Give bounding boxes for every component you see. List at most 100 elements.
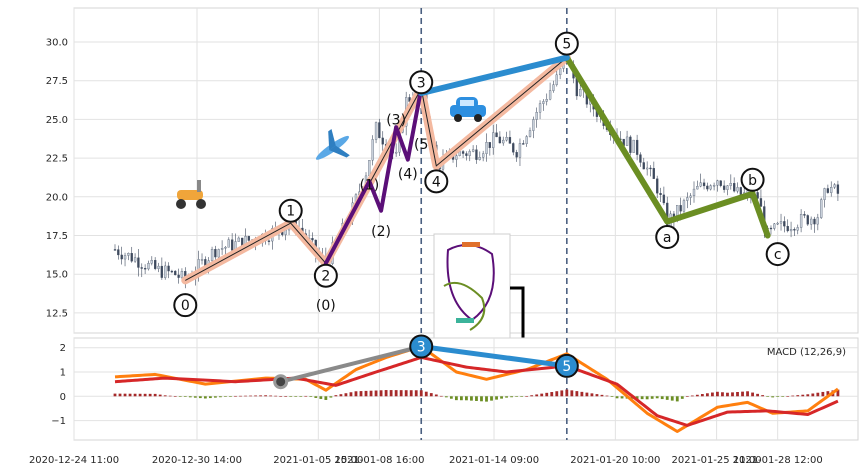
histogram-bar (771, 396, 775, 398)
histogram-bar (801, 394, 805, 397)
candle-body (468, 151, 471, 156)
histogram-bar (721, 392, 724, 397)
candle-body (793, 229, 796, 231)
histogram-bar (545, 392, 549, 397)
candle-body (625, 136, 629, 146)
scooter-handle (197, 180, 201, 192)
candle-body (120, 254, 123, 260)
candle-body (485, 142, 488, 154)
histogram-bar (123, 393, 127, 397)
histogram-bar (495, 396, 498, 400)
candle-body (659, 193, 662, 196)
candle-body (686, 197, 689, 201)
histogram-bar (249, 395, 252, 397)
y-tick-label: 12.5 (46, 308, 68, 319)
histogram-bar (620, 396, 624, 399)
histogram-bar (515, 396, 519, 397)
histogram-bar (153, 393, 157, 397)
histogram-bar (560, 390, 564, 397)
candle-body (220, 248, 224, 250)
candle-body (515, 152, 518, 158)
candle-body (495, 132, 498, 138)
candle-body (488, 142, 491, 148)
candle-body (575, 78, 579, 97)
candle-body (726, 185, 729, 190)
candle-body (371, 139, 374, 161)
candle-body (217, 249, 220, 258)
histogram-bar (791, 395, 795, 397)
candle-body (649, 167, 652, 170)
candle-body (143, 268, 147, 270)
car-wheel (454, 114, 462, 122)
y-tick-label: 20.0 (46, 192, 68, 203)
x-tick-label: 2021-01-28 12:00 (733, 455, 823, 466)
candle-body (712, 185, 716, 187)
macd-histogram (113, 389, 840, 402)
histogram-bar (650, 396, 654, 399)
histogram-bar (645, 396, 649, 400)
candle-body (776, 222, 779, 225)
histogram-bar (314, 396, 318, 398)
candle-body (482, 153, 485, 158)
wave-label-circle (740, 167, 765, 192)
histogram-bar (128, 393, 132, 397)
histogram-bar (731, 392, 734, 397)
histogram-bar (279, 396, 283, 397)
candle-body (532, 119, 535, 131)
airplane-icon (315, 129, 350, 160)
candle-body (170, 270, 174, 273)
candle-body (836, 184, 840, 194)
histogram-bar (329, 396, 333, 398)
candle-body (769, 227, 773, 230)
candle-body (224, 247, 227, 249)
marker-link (280, 344, 422, 384)
histogram-bar (229, 396, 232, 397)
macd-series-line (114, 355, 839, 427)
histogram-bar (705, 393, 709, 397)
histogram-bar (444, 396, 448, 398)
candle-body (689, 195, 692, 198)
histogram-bar (490, 396, 493, 401)
wave-label: 1 (286, 204, 295, 220)
histogram-bar (690, 395, 694, 397)
candle-body (368, 160, 371, 177)
candle-body (394, 151, 398, 154)
wave-line (323, 86, 424, 266)
macd-marker (554, 353, 579, 378)
histogram-bar (580, 391, 584, 397)
candle-body (177, 274, 180, 278)
airplane-wing (328, 129, 336, 151)
candle-body (806, 215, 809, 225)
candle-body (722, 185, 726, 190)
histogram-bar (565, 389, 569, 397)
x-tick-label: 2021-01-08 16:00 (334, 455, 424, 466)
wave-label-circle (765, 242, 790, 267)
wave-label: (0) (316, 298, 336, 314)
histogram-bar (716, 391, 719, 397)
candle-body (127, 253, 130, 256)
candle-body (645, 167, 649, 170)
candle-body (629, 136, 632, 153)
candle-body (833, 184, 836, 188)
histogram-bar (465, 396, 468, 401)
y-tick-label: 27.5 (46, 76, 68, 87)
histogram-bar (294, 396, 298, 397)
histogram-bar (379, 390, 383, 397)
candle-body (696, 186, 699, 190)
histogram-bar (309, 396, 313, 397)
histogram-bar (700, 394, 704, 397)
histogram-bar (419, 390, 423, 397)
wave-label: b (748, 173, 757, 189)
histogram-bar (811, 393, 815, 397)
scooter-icon (176, 180, 206, 209)
wave-line (563, 54, 771, 239)
histogram-bar (224, 396, 227, 397)
wave-label: (3) (386, 112, 406, 128)
histogram-bar (781, 396, 785, 397)
histogram-bar (254, 395, 257, 397)
wave-label: (4) (398, 167, 418, 183)
candle-body (167, 265, 170, 272)
histogram-bar (635, 396, 639, 399)
